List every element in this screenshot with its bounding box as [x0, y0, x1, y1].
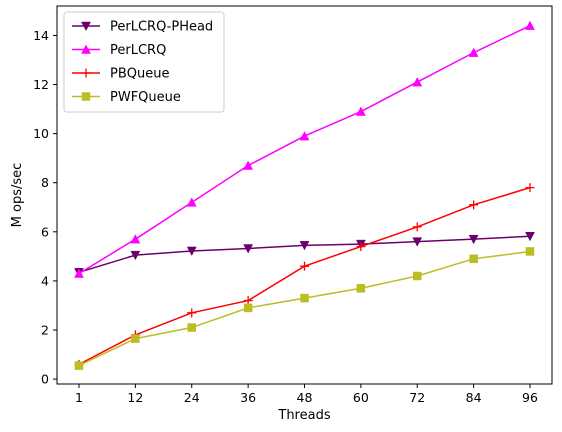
data-point — [356, 284, 366, 293]
x-tick-label: 48 — [297, 390, 313, 405]
data-point — [243, 160, 254, 170]
y-tick-label: 12 — [33, 77, 49, 92]
data-point — [243, 244, 254, 254]
legend-item: PBQueue — [72, 67, 169, 82]
y-axis: 0 2 4 6 8 10 12 14 — [33, 28, 57, 387]
data-point — [525, 231, 535, 242]
data-point — [186, 246, 197, 256]
series-perlcrq-phead — [74, 231, 535, 278]
data-point — [131, 334, 140, 343]
legend-item: PWFQueue — [72, 90, 181, 105]
legend-label: PWFQueue — [110, 90, 181, 105]
data-point — [468, 47, 479, 57]
data-point — [300, 293, 309, 303]
data-point — [74, 361, 84, 370]
data-point — [355, 106, 366, 116]
legend-label: PerLCRQ-PHead — [110, 20, 213, 35]
data-point — [525, 183, 535, 193]
data-point — [299, 241, 310, 251]
legend-item: PerLCRQ-PHead — [72, 20, 213, 35]
legend-swatch-marker — [81, 44, 91, 54]
data-point — [74, 268, 84, 278]
legend-item: PerLCRQ — [72, 43, 166, 58]
x-tick-label: 96 — [522, 390, 538, 405]
data-point — [130, 250, 141, 261]
y-tick-label: 10 — [33, 126, 49, 141]
x-tick-label: 84 — [466, 390, 482, 405]
y-tick-label: 0 — [41, 372, 49, 387]
x-tick-label: 72 — [409, 390, 425, 405]
data-point — [469, 200, 479, 210]
data-point — [412, 222, 422, 232]
x-tick-label: 60 — [353, 390, 369, 405]
x-tick-label: 24 — [184, 390, 200, 405]
x-tick-label: 12 — [127, 390, 143, 405]
legend: PerLCRQ-PHead PerLCRQ PBQueue PWFQueue — [63, 11, 225, 113]
legend-swatch-marker — [81, 92, 91, 101]
y-tick-label: 6 — [41, 224, 49, 239]
legend-label: PerLCRQ — [110, 43, 166, 58]
data-point — [469, 254, 478, 264]
y-tick-label: 2 — [41, 323, 49, 338]
data-point — [412, 237, 423, 247]
y-axis-title: M ops/sec — [10, 163, 25, 228]
legend-swatch-marker — [81, 68, 91, 78]
data-point — [130, 234, 141, 244]
series-layer — [74, 20, 535, 370]
data-point — [243, 296, 253, 306]
y-tick-label: 8 — [41, 175, 49, 190]
data-point — [525, 247, 535, 256]
legend-label: PBQueue — [110, 67, 169, 82]
plot-frame — [56, 5, 553, 385]
x-axis: 1 12 24 36 48 60 72 84 96 — [75, 384, 538, 405]
data-point — [187, 308, 197, 318]
data-point — [299, 131, 310, 141]
data-point — [525, 20, 535, 30]
data-point — [468, 234, 479, 245]
x-tick-label: 1 — [75, 390, 83, 405]
y-tick-label: 4 — [41, 273, 49, 288]
legend-swatch-marker — [81, 21, 91, 32]
data-point — [186, 197, 197, 207]
data-point — [412, 77, 423, 87]
series-perlcrq — [74, 20, 535, 278]
x-tick-label: 36 — [240, 390, 256, 405]
data-point — [413, 271, 422, 281]
data-point — [243, 303, 253, 313]
data-point — [300, 261, 309, 271]
series-pwfqueue — [74, 247, 535, 370]
data-point — [187, 323, 196, 332]
data-point — [356, 242, 366, 252]
legend-box — [63, 11, 225, 113]
y-tick-label: 14 — [33, 28, 49, 43]
x-axis-title: Threads — [277, 408, 330, 423]
